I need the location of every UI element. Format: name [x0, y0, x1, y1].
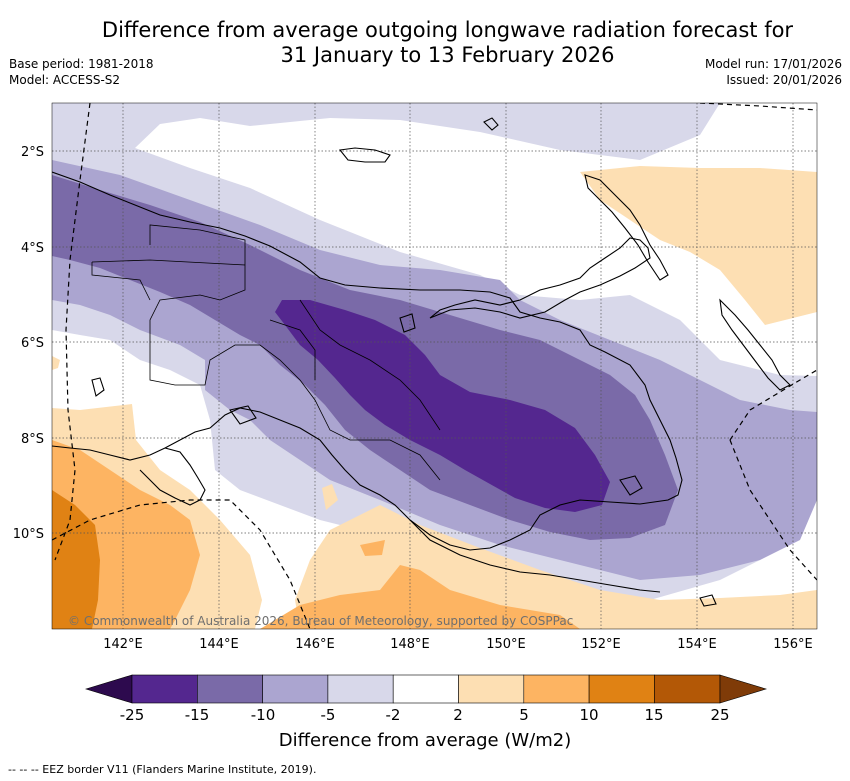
eez-border-south	[52, 499, 311, 629]
coastline-small-island-2	[399, 313, 416, 333]
latitude-labels: 2°S 4°S 6°S 8°S 10°S	[13, 145, 44, 542]
anomaly-patch-plus2-w	[52, 356, 60, 370]
eez-footnote: -- -- -- EEZ border V11 (Flanders Marine…	[8, 763, 317, 776]
colorbar-bin-6	[458, 674, 525, 704]
graticule	[52, 103, 817, 629]
colorbar-bin-8	[588, 674, 655, 704]
lon-label-150e: 150°E	[486, 637, 526, 652]
eez-border-west	[54, 103, 91, 561]
colorbar-tick-minus2: -2	[385, 706, 401, 724]
lon-label-148e: 148°E	[390, 637, 430, 652]
colorbar-tick-minus25: -25	[119, 706, 145, 724]
lon-label-144e: 144°E	[199, 637, 239, 652]
coastline-small-island-3	[619, 475, 643, 496]
province-borders	[91, 224, 441, 481]
colorbar-over-triangle	[719, 674, 768, 704]
model-run: Model run: 17/01/2026	[704, 57, 842, 71]
copyright-notice: © Commonwealth of Australia 2026, Bureau…	[68, 614, 574, 628]
colorbar-bin-4	[327, 674, 394, 704]
lon-label-156e: 156°E	[773, 637, 813, 652]
colorbar-tick-minus15: -15	[184, 706, 210, 724]
anomaly-patch-plus5-small	[360, 540, 385, 556]
anomaly-band-minus25	[275, 300, 610, 512]
colorbar-title: Difference from average (W/m2)	[278, 730, 572, 751]
issued-date: Issued: 20/01/2026	[726, 73, 842, 87]
colorbar-bin-3	[262, 674, 329, 704]
colorbar-bin-2	[197, 674, 263, 704]
coastline-new-guinea	[52, 171, 683, 551]
meta-left: Base period: 1981-2018 Model: ACCESS-S2	[9, 56, 154, 88]
anomaly-patch-plus2-small	[322, 484, 338, 510]
colorbar-tick-plus10: 10	[579, 706, 599, 724]
title-line-2: 31 January to 13 February 2026	[280, 43, 615, 67]
colorbar-tick-plus5: 5	[519, 706, 529, 724]
lat-label-6s: 6°S	[21, 336, 44, 351]
colorbar-tick-plus2: 2	[453, 706, 463, 724]
anomaly-band-plus5-s	[260, 565, 580, 629]
coastline-small-island-4	[91, 377, 105, 397]
coastline-bougainville	[719, 298, 791, 391]
coastline-south-tail	[409, 519, 661, 593]
colorbar-bin-9	[654, 674, 721, 704]
lat-label-8s: 8°S	[21, 432, 44, 447]
coastline-new-ireland	[584, 174, 669, 281]
lat-label-4s: 4°S	[21, 241, 44, 256]
colorbar-tick-plus25: 25	[710, 706, 730, 724]
lon-label-154e: 154°E	[677, 637, 717, 652]
model-name: Model: ACCESS-S2	[9, 73, 121, 87]
coastline-small-island-6	[699, 594, 717, 607]
coastline-small-island-1	[483, 117, 499, 131]
lat-label-10s: 10°S	[13, 527, 44, 542]
anomaly-band-plus10-sw	[52, 490, 100, 629]
colorbar-bin-5	[392, 674, 459, 704]
anomaly-field	[52, 103, 817, 629]
lon-label-146e: 146°E	[295, 637, 335, 652]
anomaly-band-plus2-ne	[580, 166, 817, 325]
coastline-new-britain	[429, 237, 651, 319]
colorbar-bin-1	[131, 674, 198, 704]
coastline-manus	[338, 147, 391, 163]
map-frame	[51, 102, 818, 630]
colorbar-tick-minus10: -10	[250, 706, 276, 724]
colorbar-bin-7	[523, 674, 590, 704]
colorbar-tick-minus5: -5	[320, 706, 336, 724]
base-period: Base period: 1981-2018	[9, 57, 154, 71]
meta-right: Model run: 17/01/2026 Issued: 20/01/2026	[705, 56, 842, 88]
coastline-small-island-5	[229, 405, 257, 425]
colorbar-under-triangle	[84, 674, 133, 704]
colorbar-tick-plus15: 15	[644, 706, 664, 724]
lon-label-152e: 152°E	[581, 637, 621, 652]
lat-label-2s: 2°S	[21, 145, 44, 160]
title-line-1: Difference from average outgoing longwav…	[101, 18, 794, 42]
eez-border-east-south	[729, 439, 817, 581]
eez-border-northeast	[699, 103, 817, 111]
longitude-labels: 142°E 144°E 146°E 148°E 150°E 152°E 154°…	[103, 637, 813, 652]
chart-title: Difference from average outgoing longwav…	[60, 18, 835, 68]
colorbar	[84, 674, 768, 704]
eez-border-east	[729, 369, 817, 441]
lon-label-142e: 142°E	[103, 637, 143, 652]
